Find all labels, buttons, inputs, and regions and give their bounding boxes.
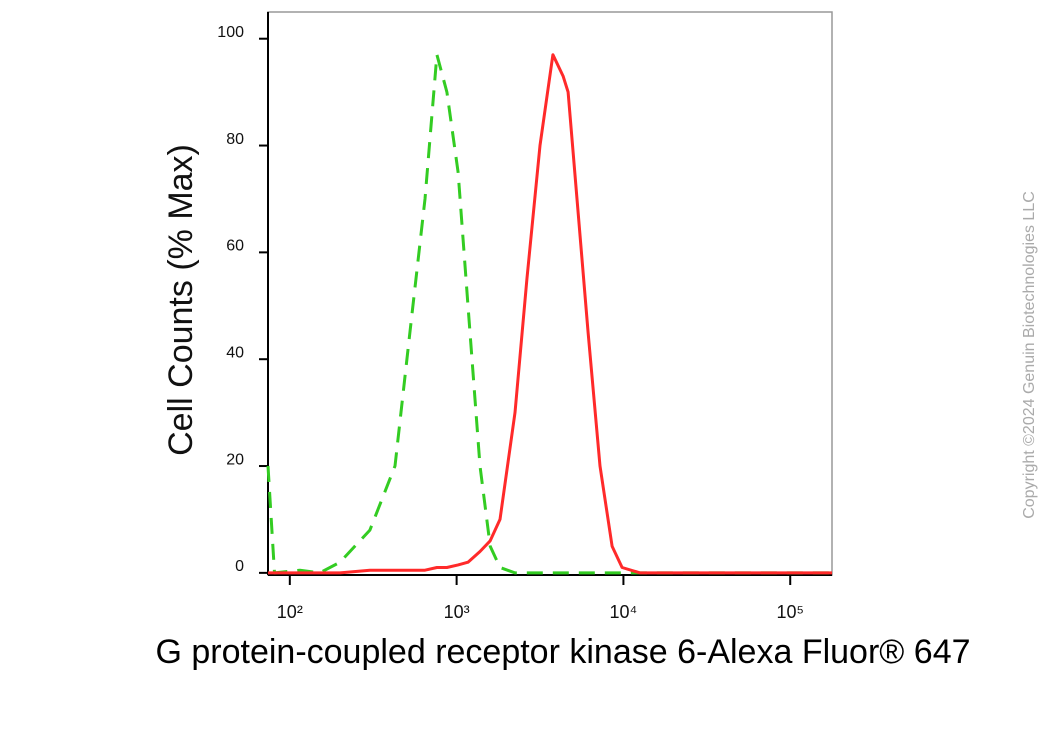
y-tick-label: 0 [235, 558, 244, 575]
x-tick-label: 10² [277, 602, 303, 622]
x-tick-label: 10⁵ [776, 602, 803, 622]
y-tick-label: 20 [226, 451, 244, 468]
series-line [266, 53, 832, 575]
x-tick-label: 10³ [444, 602, 470, 622]
y-tick-label: 80 [226, 131, 244, 148]
x-axis-title: G protein-coupled receptor kinase 6-Alex… [155, 633, 971, 671]
x-tick-label: 10⁴ [610, 602, 638, 622]
series-line [268, 53, 832, 575]
watermark: Copyright ©2024 Genuin Biotechnologies L… [1021, 191, 1038, 519]
y-tick-label: 40 [226, 344, 244, 361]
y-tick-label: 60 [226, 238, 244, 255]
y-tick-label: 100 [217, 24, 244, 41]
plot-frame [267, 11, 833, 576]
y-axis-title: Cell Counts (% Max) [162, 144, 200, 456]
